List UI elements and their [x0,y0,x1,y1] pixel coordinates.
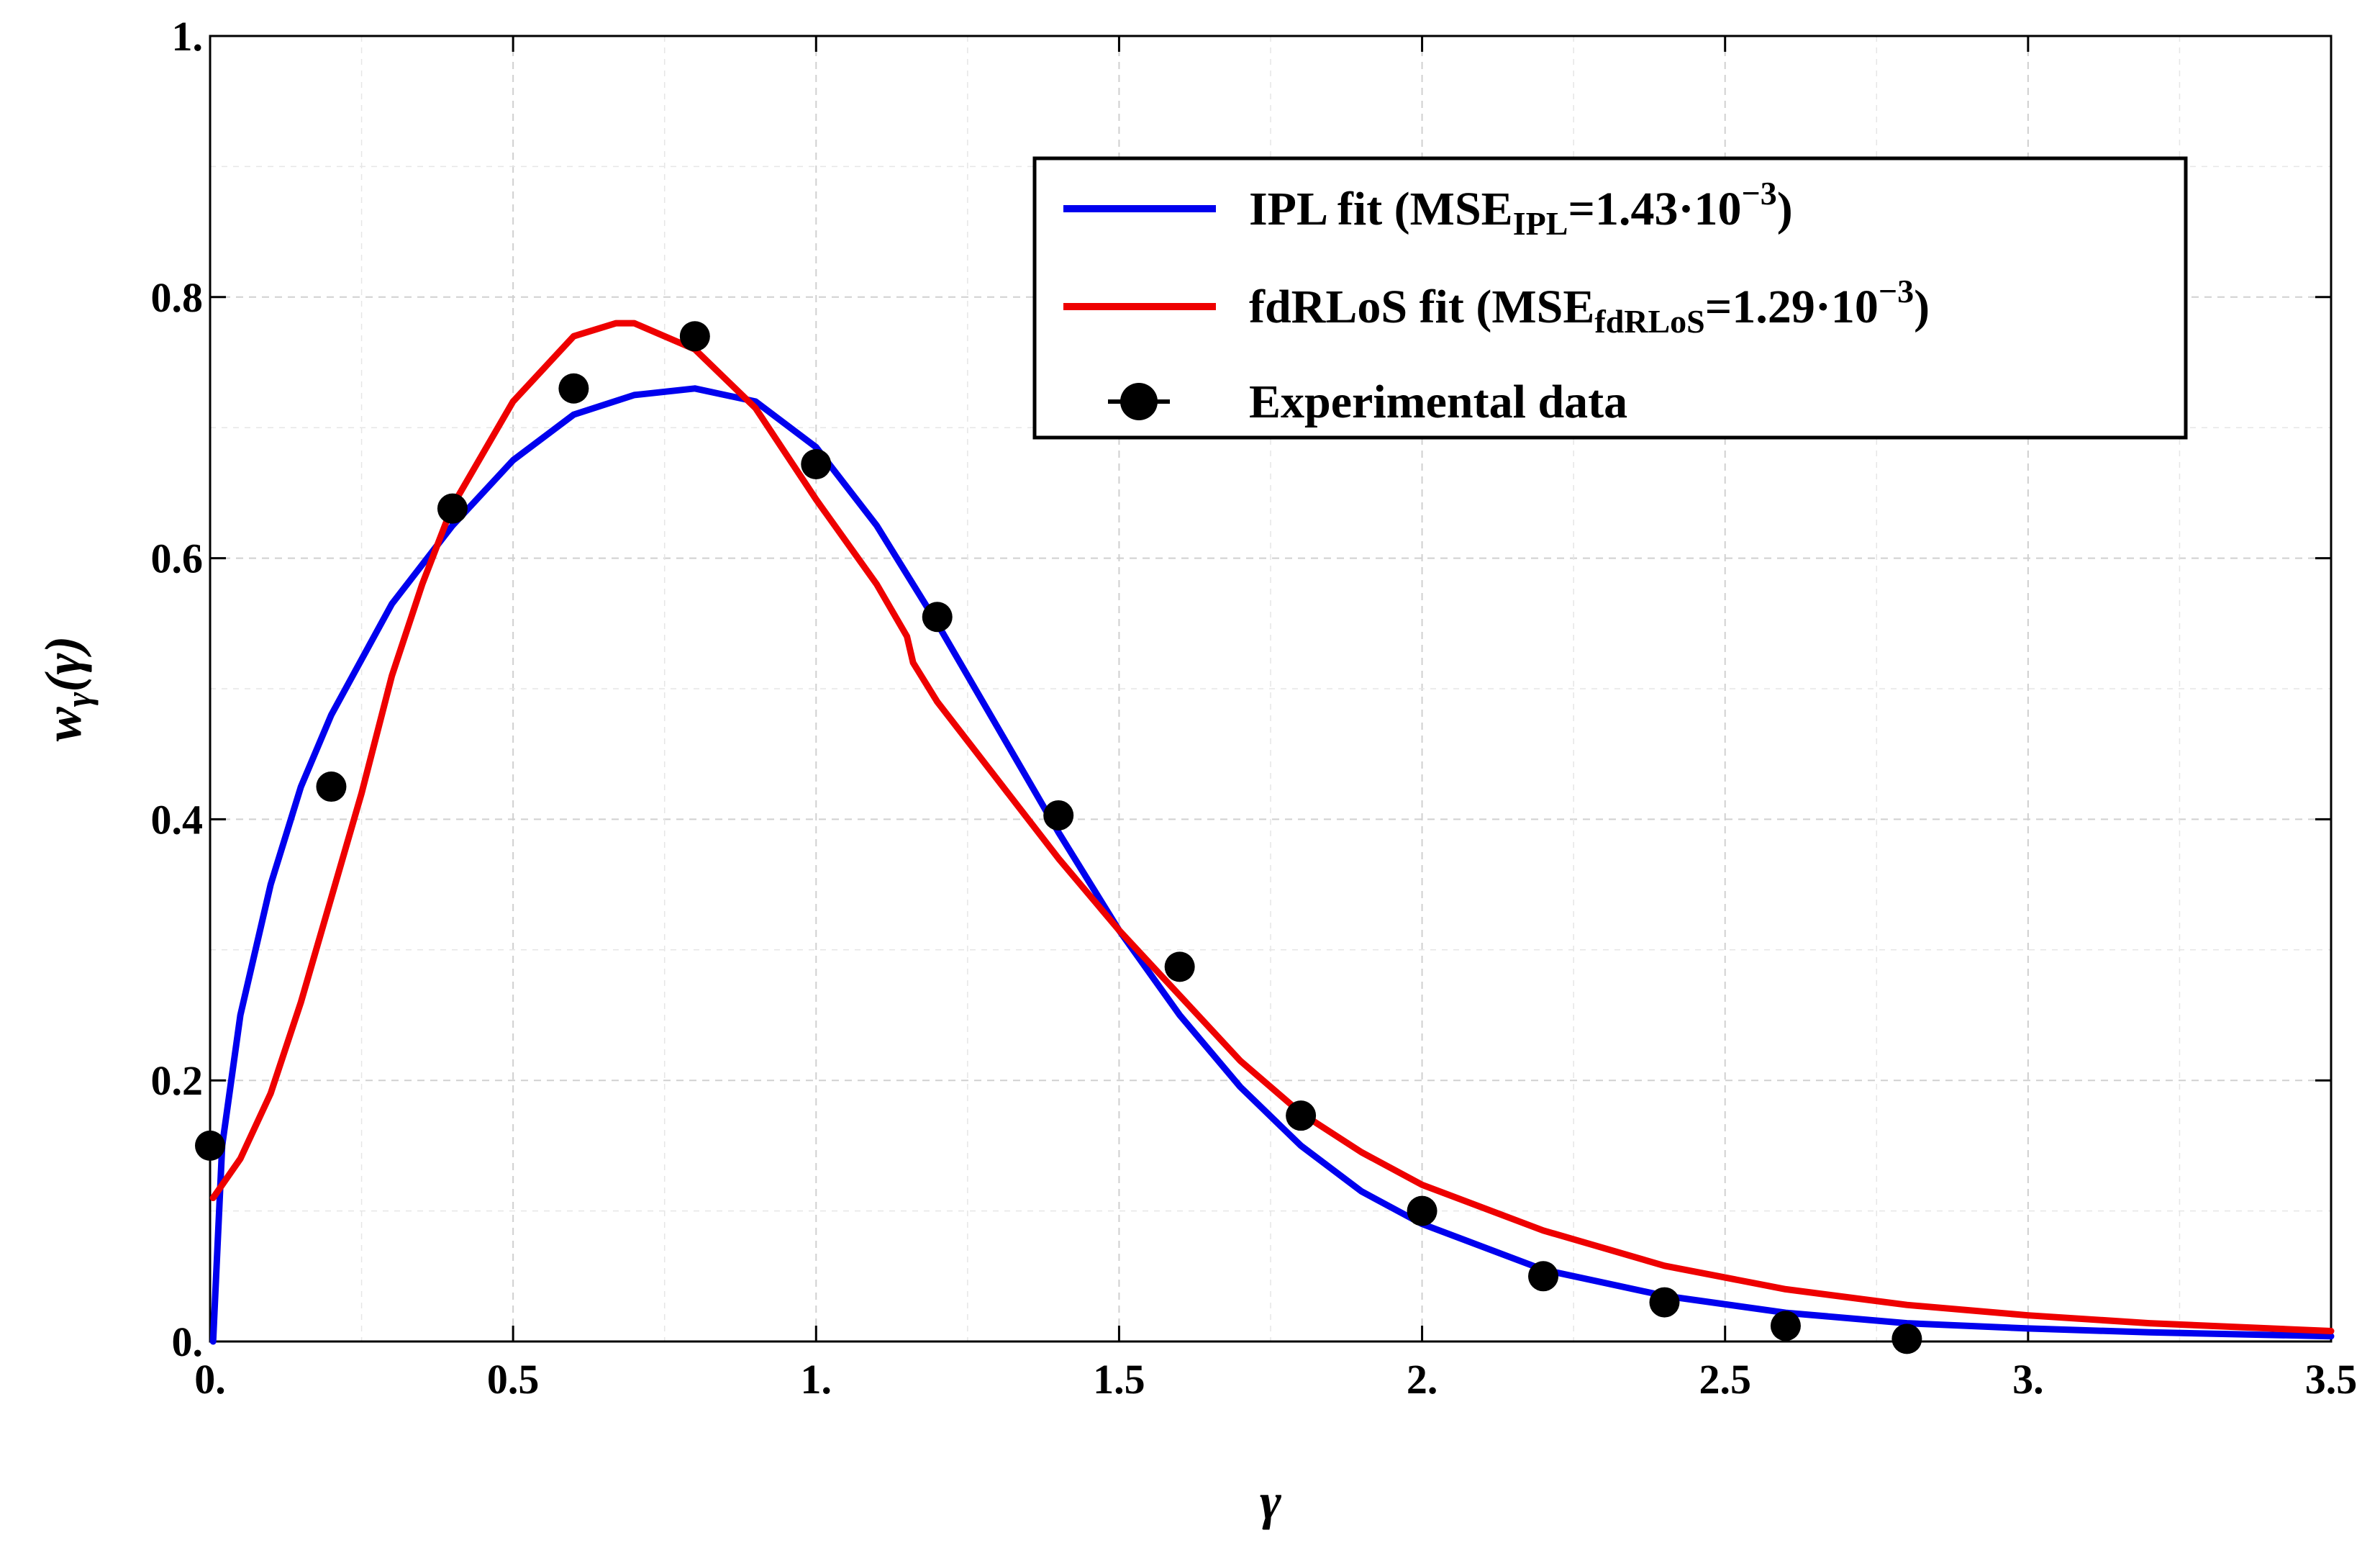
legend-entry-ipl: IPL fit (MSEIPL=1.43·10−3) [1063,175,1793,242]
x-tick-label: 2. [1407,1356,1438,1403]
y-axis-label-arg: (γ) [35,636,92,692]
y-axis-label-sub: γ [58,692,99,707]
y-tick-label: 0.8 [151,274,204,321]
legend-label-ipl: IPL fit (MSE [1249,183,1513,235]
legend-box [1032,156,2188,440]
data-point [437,493,468,524]
data-point [1164,951,1195,982]
data-point [1528,1261,1559,1292]
y-tick-label: 0.2 [151,1057,204,1104]
legend-sub-fdrlos: fdRLoS [1594,303,1704,340]
legend-entry-experimental: Experimental data [1108,376,1627,428]
data-point [1891,1323,1922,1354]
y-tick-label: 0.4 [151,796,204,843]
x-tick-label: 2.5 [1699,1356,1751,1403]
legend-value-fdrlos: =1.29·10 [1705,281,1879,333]
series-line-fdrlos-fit [209,320,2335,1334]
data-point [1286,1100,1317,1131]
legend-suffix-fdrlos: ) [1914,281,1930,333]
y-tick-label: 0. [172,1318,204,1365]
y-tick-label: 1. [172,13,204,60]
data-point [195,1130,225,1161]
data-point [316,772,347,802]
legend-exp-ipl: −3 [1742,175,1777,212]
data-point [1407,1195,1437,1226]
y-tick-label: 0.6 [151,535,204,582]
svg-text:IPL fit (MSEIPL=1.43·10−3): IPL fit (MSEIPL=1.43·10−3) [1249,175,1793,242]
x-axis-label: γ [1260,1472,1281,1530]
x-tick-label: 0.5 [487,1356,540,1403]
legend: IPL fit (MSEIPL=1.43·10−3) fdRLoS fit (M… [1032,156,2188,440]
x-tick-label: 3.5 [2305,1356,2358,1403]
legend-label-fdrlos: fdRLoS fit (MSE [1249,281,1594,333]
legend-suffix-ipl: ) [1777,183,1793,235]
legend-entry-fdrlos: fdRLoS fit (MSEfdRLoS=1.29·10−3) [1063,273,1930,340]
y-axis-label: wγ(γ) [35,636,99,742]
series-layer [195,320,2335,1354]
legend-label-experimental: Experimental data [1249,376,1627,428]
legend-swatch-experimental-marker [1120,383,1158,420]
x-tick-label: 1.5 [1093,1356,1145,1403]
svg-text:wγ(γ): wγ(γ) [35,636,99,742]
x-tick-label: 0. [194,1356,226,1403]
legend-sub-ipl: IPL [1513,205,1568,242]
svg-text:fdRLoS fit (MSEfdRLoS=1.29·10−: fdRLoS fit (MSEfdRLoS=1.29·10−3) [1249,273,1930,340]
x-tick-label: 3. [2012,1356,2044,1403]
data-point [801,448,832,479]
y-axis-label-main: w [35,706,92,741]
data-point [558,373,589,404]
x-tick-labels: 0. 0.5 1. 1.5 2. 2.5 3. 3.5 [194,1356,2357,1403]
data-point [1770,1311,1801,1341]
plot-frame [209,35,2333,1343]
data-point [1649,1287,1680,1318]
data-point [1043,800,1074,831]
legend-exp-fdrlos: −3 [1879,273,1914,309]
data-point [679,321,710,352]
axis-ticks [209,35,2333,1343]
y-tick-labels: 0. 0.2 0.4 0.6 0.8 1. [151,13,204,1365]
data-point [922,602,953,633]
legend-value-ipl: =1.43·10 [1568,183,1741,235]
x-tick-label: 1. [801,1356,832,1403]
